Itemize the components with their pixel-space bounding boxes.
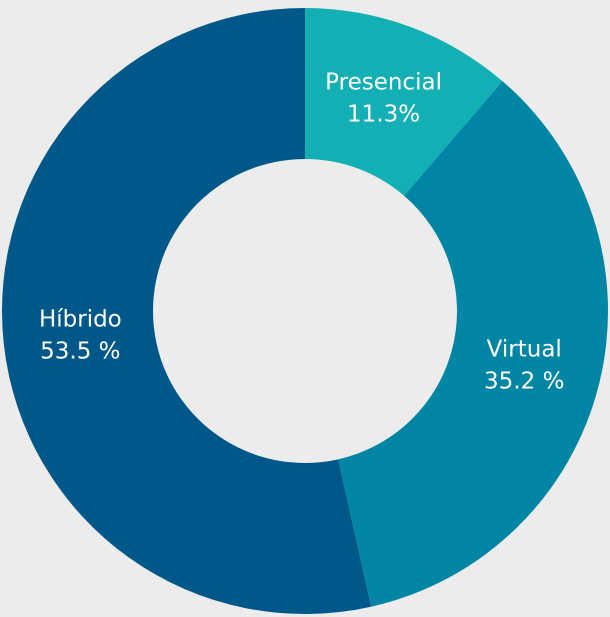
value-label: 35.2 % bbox=[484, 368, 564, 394]
value-label: 11.3% bbox=[347, 102, 420, 128]
slice-label: Virtual bbox=[487, 336, 562, 362]
donut-slice bbox=[338, 81, 608, 607]
donut-slice bbox=[305, 8, 503, 196]
value-label: 53.5 % bbox=[40, 338, 120, 364]
slice-label: Presencial bbox=[325, 70, 442, 96]
slice-label: Híbrido bbox=[39, 306, 122, 332]
donut-slice bbox=[1, 8, 372, 614]
